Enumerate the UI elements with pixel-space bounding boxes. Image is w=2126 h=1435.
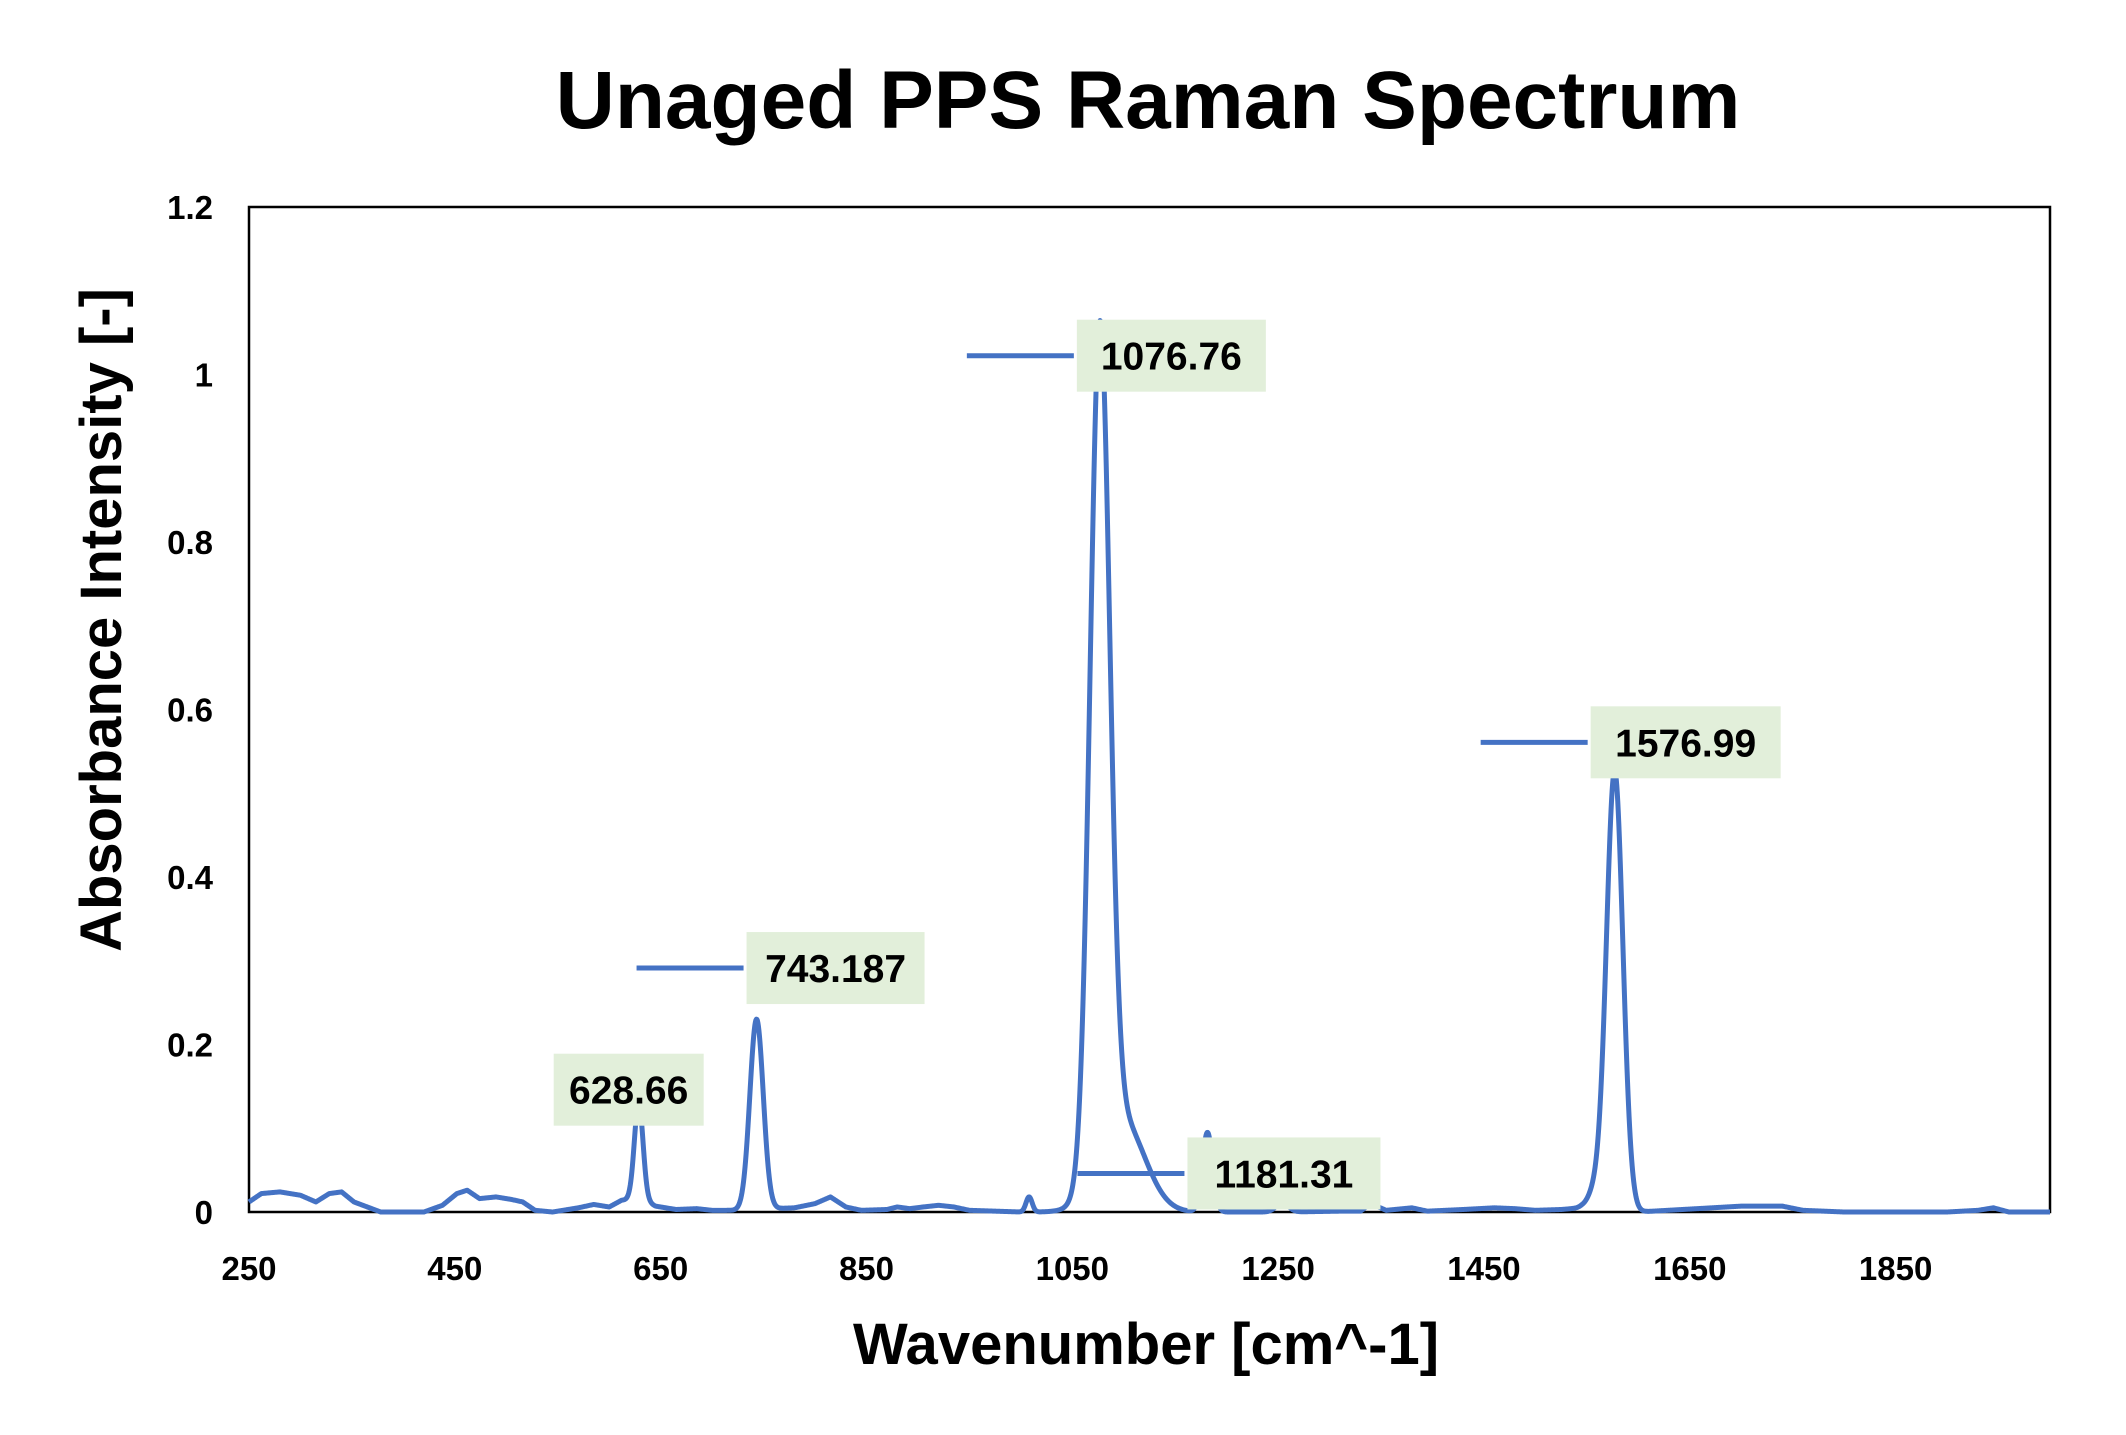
peak-label: 628.66 (569, 1070, 688, 1113)
peak-label-box (746, 932, 925, 1005)
x-tick-label: 1650 (1653, 1250, 1726, 1287)
peak-label-box (1590, 706, 1781, 779)
peak-label: 743.187 (765, 948, 906, 991)
peak-label-box (553, 1053, 704, 1126)
y-tick-label: 0.8 (167, 524, 213, 561)
y-axis-title: Absorbance Intensity [-] (69, 288, 134, 952)
plot-area: 0 0.2 0.4 0.6 0.8 1 1.2 250 450 650 850 1050 1250 145… (167, 189, 2052, 1287)
peak-label: 1076.76 (1101, 336, 1242, 379)
x-tick-label: 850 (839, 1250, 894, 1287)
chart-title: Unaged PPS Raman Spectrum (556, 55, 1741, 146)
spectrum-line (247, 318, 2052, 1215)
x-tick-label: 1050 (1036, 1250, 1109, 1287)
y-tick-label: 1 (195, 357, 213, 394)
plot-frame (247, 205, 2052, 1214)
x-axis-title: Wavenumber [cm^-1] (853, 1312, 1439, 1377)
y-tick-label: 0 (195, 1194, 213, 1231)
x-tick-label: 1850 (1859, 1250, 1932, 1287)
y-tick-label: 1.2 (167, 189, 213, 226)
y-tick-label: 0.6 (167, 692, 213, 729)
y-tick-label: 0.2 (167, 1027, 213, 1064)
peak-label-box (1076, 319, 1266, 392)
x-tick-label: 1250 (1241, 1250, 1314, 1287)
peak-label-box (1187, 1137, 1381, 1210)
x-tick-label: 1450 (1447, 1250, 1520, 1287)
peak-label: 1576.99 (1615, 722, 1756, 765)
y-tick-label: 0.4 (167, 859, 214, 896)
x-tick-label: 250 (221, 1250, 276, 1287)
peak-label: 1181.31 (1215, 1153, 1354, 1196)
x-tick-label: 450 (427, 1250, 482, 1287)
x-tick-label: 650 (633, 1250, 688, 1287)
